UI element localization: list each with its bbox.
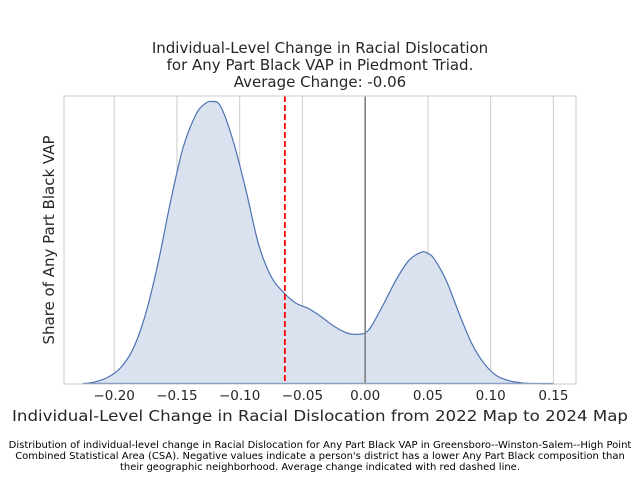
x-tick-label: 0.10 <box>476 388 506 404</box>
x-tick-label: 0.05 <box>413 388 443 404</box>
x-tick-label: 0.00 <box>350 388 380 404</box>
x-tick-labels: −0.20 −0.15 −0.10 −0.05 0.00 0.05 0.10 0.15 <box>94 388 569 404</box>
x-tick-label: 0.15 <box>538 388 568 404</box>
y-axis-label: Share of Any Part Black VAP <box>40 135 58 344</box>
x-tick-label: −0.05 <box>282 388 323 404</box>
x-tick-label: −0.10 <box>219 388 260 404</box>
density-area <box>82 101 554 385</box>
x-tick-label: −0.20 <box>94 388 135 404</box>
chart-title-line-3: Average Change: -0.06 <box>233 73 407 91</box>
density-curve <box>82 100 554 385</box>
x-tick-label: −0.15 <box>156 388 197 404</box>
chart-caption: Distribution of individual-level change … <box>8 440 632 473</box>
chart-title-line-1: Individual-Level Change in Racial Disloc… <box>151 39 489 57</box>
chart-title-line-2: for Any Part Black VAP in Piedmont Triad… <box>166 56 474 74</box>
x-axis-label: Individual-Level Change in Racial Disloc… <box>12 407 628 425</box>
plot-frame <box>63 95 577 385</box>
